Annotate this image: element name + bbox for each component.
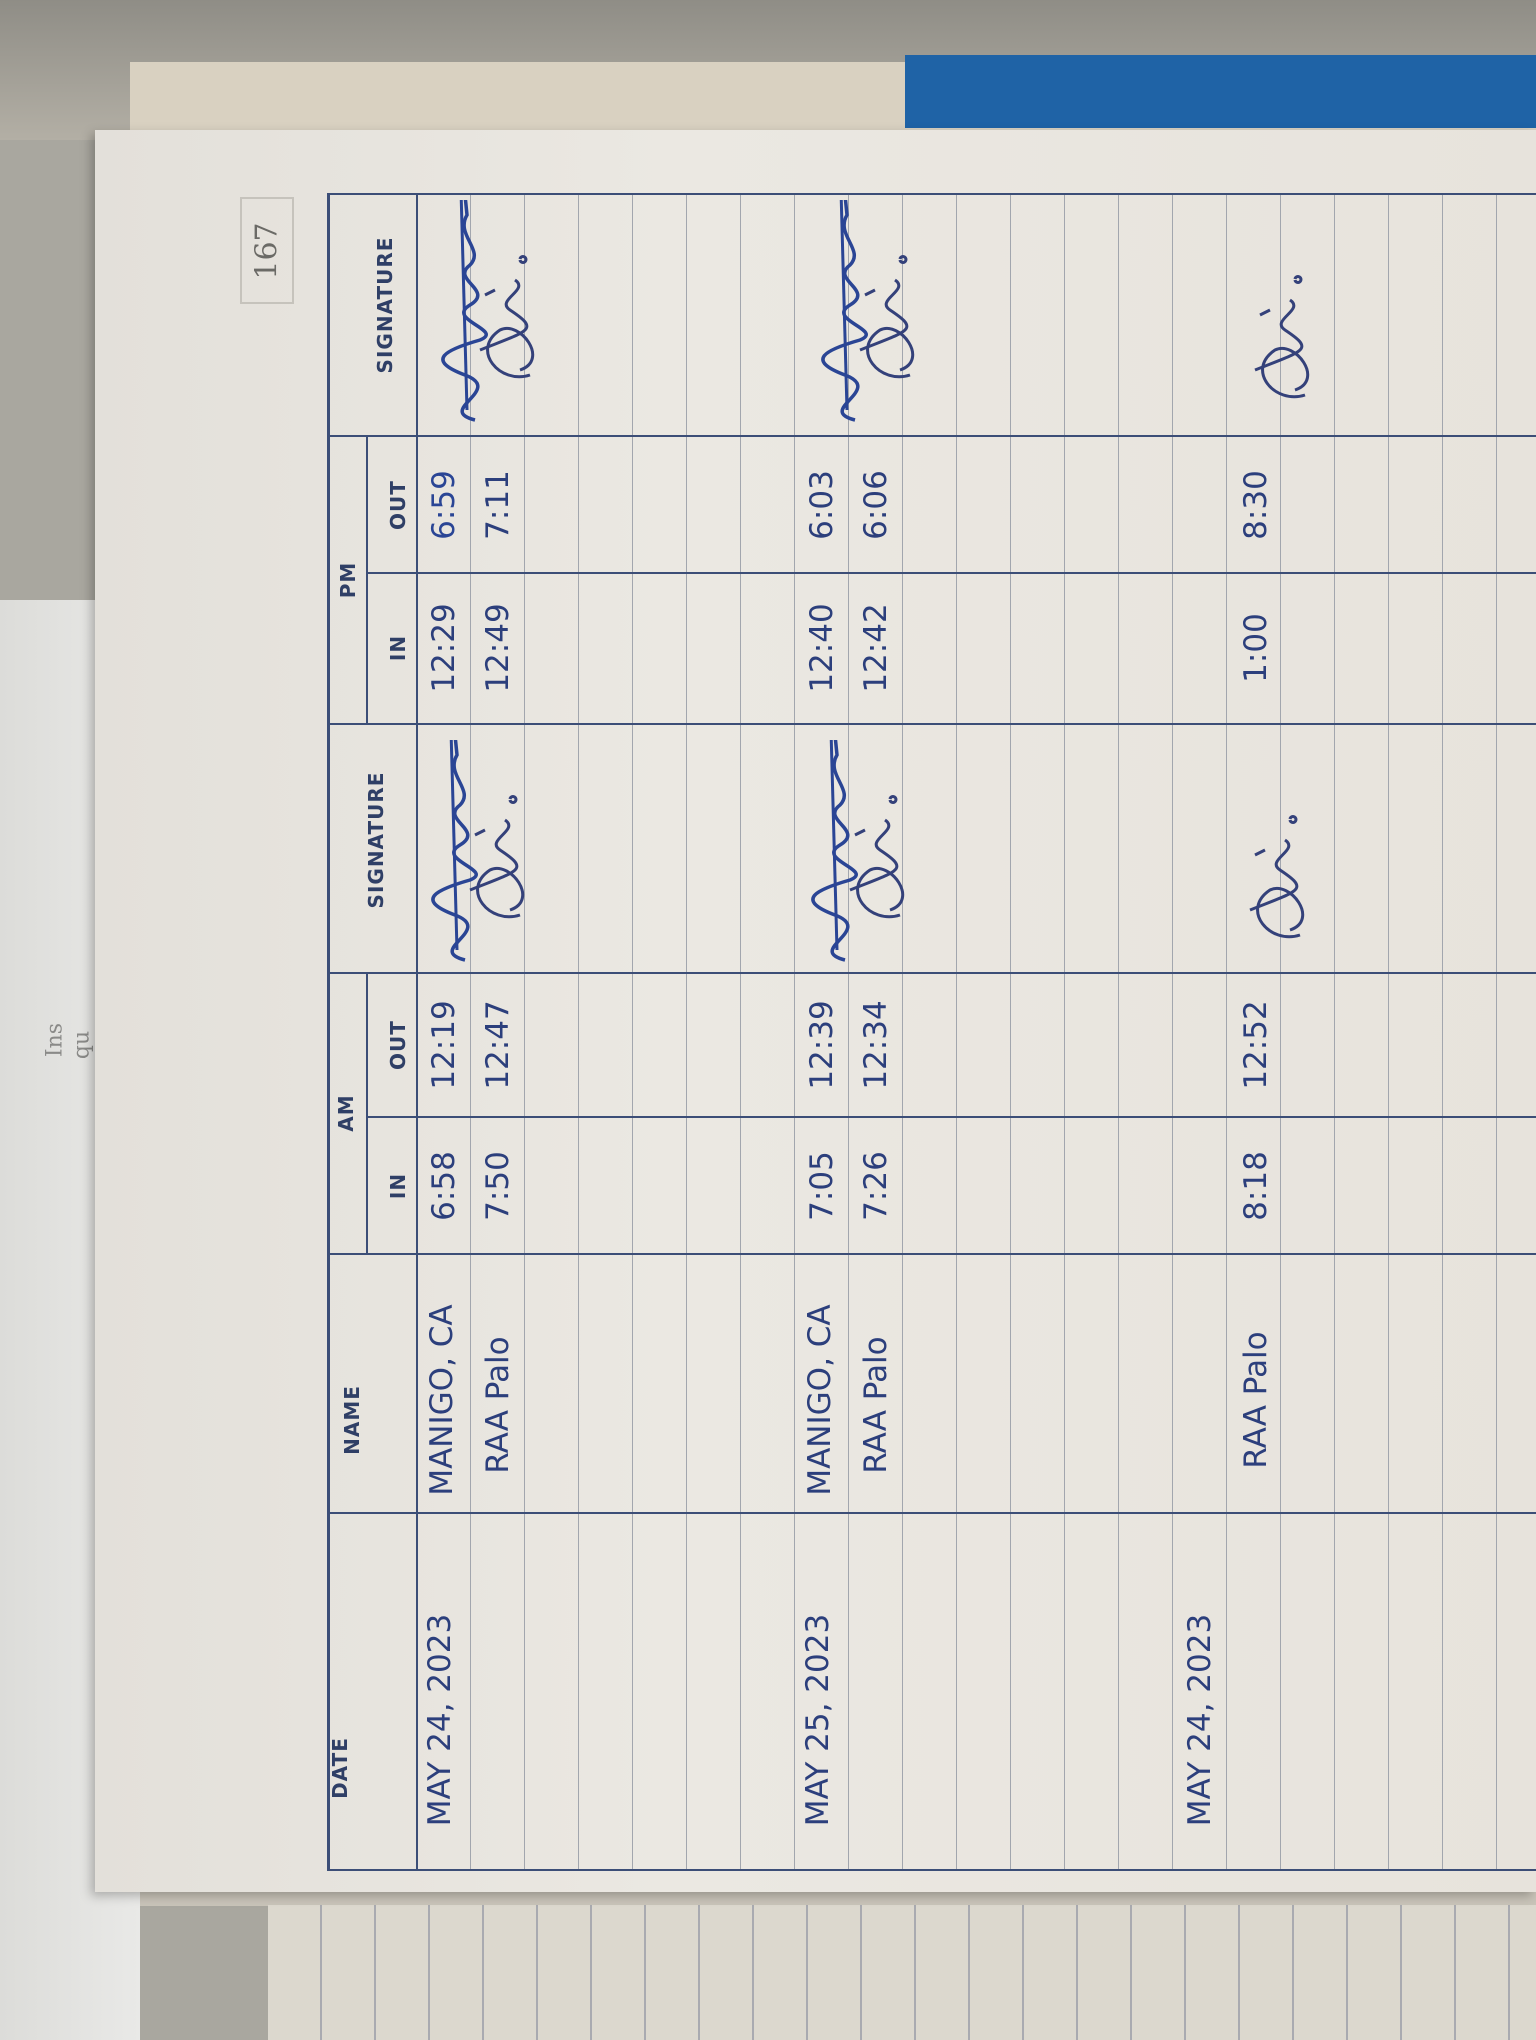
table-border: [328, 193, 1536, 195]
row-pm-in: 12:40: [804, 603, 840, 693]
column-divider: [367, 1116, 1536, 1118]
row-pm-out: 6:06: [858, 470, 894, 540]
header-date: DATE: [328, 1737, 352, 1799]
column-divider: [328, 1512, 1536, 1514]
row-am-out: 12:47: [480, 1000, 516, 1090]
row-date: MAY 24, 2023: [1182, 1613, 1218, 1827]
table-border: [327, 193, 330, 1871]
page-number: 167: [249, 222, 285, 280]
row-name: RAA Palo: [858, 1336, 894, 1474]
header-am-signature: SIGNATURE: [364, 771, 388, 909]
header-subdivider: [366, 972, 368, 1255]
header-bottom-line: [416, 193, 418, 1871]
page-number-box: 167: [240, 197, 294, 304]
row-am-out: 12:39: [804, 1000, 840, 1090]
row-name: MANIGO, CA: [424, 1304, 460, 1496]
column-divider: [328, 435, 1536, 437]
header-pm-signature: SIGNATURE: [373, 236, 397, 374]
pm-signature-row-3: [821, 200, 915, 422]
background-text: qu: [69, 1030, 95, 1060]
header-pm-out: OUT: [386, 480, 410, 530]
row-pm-in: 12:49: [480, 603, 516, 693]
row-am-out: 12:34: [858, 1000, 894, 1090]
row-pm-out: 8:30: [1238, 470, 1274, 540]
row-am-out: 12:52: [1238, 1000, 1274, 1090]
am-signature-row-5: [1248, 815, 1305, 939]
pm-signature-row-1: [441, 200, 535, 422]
row-am-in: 6:58: [426, 1151, 462, 1221]
column-divider: [328, 972, 1536, 974]
adjacent-logbook-page: [268, 1905, 1536, 2040]
row-date: MAY 24, 2023: [422, 1613, 458, 1827]
column-divider: [367, 572, 1536, 574]
row-am-in: 8:18: [1238, 1151, 1274, 1221]
row-pm-out: 7:11: [480, 470, 516, 540]
row-pm-out: 6:03: [804, 470, 840, 540]
row-am-in: 7:05: [804, 1151, 840, 1221]
header-subdivider: [366, 435, 368, 725]
row-am-out: 12:19: [426, 1000, 462, 1090]
blue-cover: [905, 55, 1536, 128]
row-pm-in: 1:00: [1238, 613, 1274, 683]
ruled-lines: [417, 194, 1536, 1870]
row-pm-out: 6:59: [426, 470, 462, 540]
header-am: AM: [334, 1094, 358, 1132]
row-date: MAY 25, 2023: [800, 1613, 836, 1827]
row-name: RAA Palo: [480, 1336, 516, 1474]
page-gutter: [140, 1890, 1536, 1906]
header-name: NAME: [340, 1385, 364, 1455]
column-divider: [328, 723, 1536, 725]
table-border: [328, 1869, 1536, 1871]
column-divider: [328, 1253, 1536, 1255]
row-name: MANIGO, CA: [802, 1304, 838, 1496]
row-pm-in: 12:29: [426, 603, 462, 693]
header-am-out: OUT: [386, 1020, 410, 1070]
header-am-in: IN: [386, 1172, 410, 1200]
row-am-in: 7:50: [480, 1151, 516, 1221]
pm-signature-row-5: [1253, 275, 1310, 399]
row-pm-in: 12:42: [858, 603, 894, 693]
am-signature-row-3: [811, 740, 905, 962]
background-text: Ins: [42, 1022, 68, 1058]
am-signature-row-1: [431, 740, 525, 962]
row-name: RAA Palo: [1238, 1331, 1274, 1469]
row-am-in: 7:26: [858, 1151, 894, 1221]
header-pm: PM: [336, 561, 360, 599]
header-pm-in: IN: [386, 634, 410, 662]
